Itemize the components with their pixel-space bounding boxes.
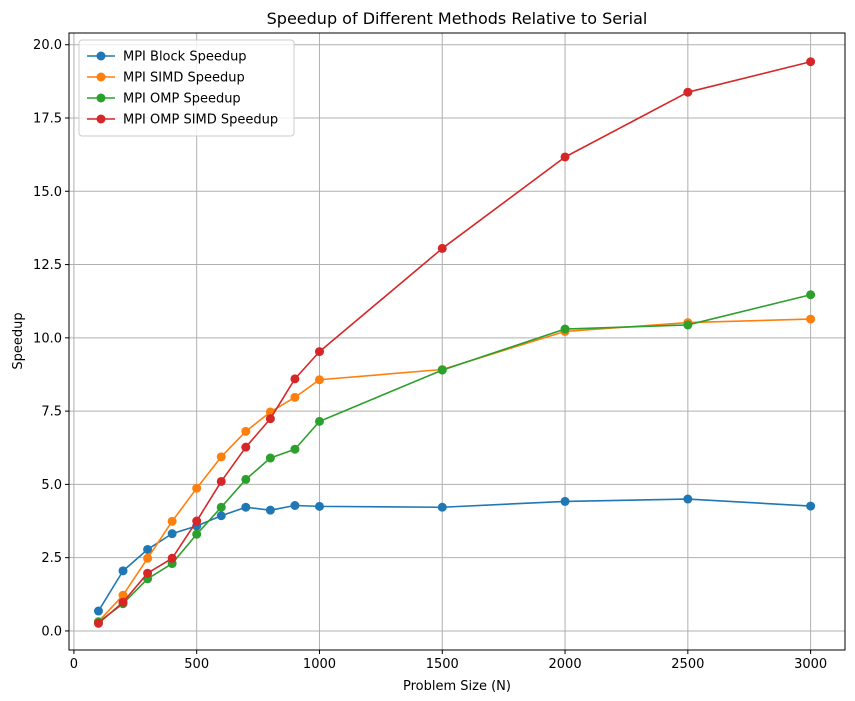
y-tick-label: 17.5 bbox=[33, 112, 62, 127]
data-point bbox=[241, 426, 251, 436]
data-point bbox=[241, 474, 251, 484]
y-tick-label: 20.0 bbox=[33, 38, 62, 53]
legend-entry: MPI OMP Speedup bbox=[87, 92, 241, 107]
data-point bbox=[265, 453, 275, 463]
data-point bbox=[806, 501, 816, 511]
series-line-mpi-simd-speedup bbox=[97, 318, 811, 623]
data-point bbox=[192, 516, 202, 526]
legend-entry: MPI SIMD Speedup bbox=[87, 71, 245, 86]
data-point bbox=[290, 392, 300, 402]
data-point bbox=[560, 152, 570, 162]
legend-label: MPI SIMD Speedup bbox=[123, 71, 245, 86]
data-point bbox=[683, 87, 693, 97]
legend: MPI Block Speedup MPI SIMD Speedup MPI OMP… bbox=[78, 39, 295, 137]
data-point bbox=[265, 414, 275, 424]
data-point bbox=[167, 553, 177, 563]
legend-swatch-marker bbox=[96, 93, 106, 103]
data-point bbox=[806, 290, 816, 300]
data-point bbox=[806, 57, 816, 67]
chart-title: Speedup of Different Methods Relative to… bbox=[267, 9, 648, 28]
data-point bbox=[192, 529, 202, 539]
grid-lines bbox=[69, 33, 845, 650]
y-tick-label: 0.0 bbox=[41, 624, 62, 639]
legend-label: MPI Block Speedup bbox=[123, 50, 247, 65]
data-point bbox=[216, 511, 226, 521]
y-tick-label: 2.5 bbox=[41, 551, 62, 566]
data-point bbox=[806, 314, 816, 324]
data-point bbox=[437, 502, 447, 512]
data-point bbox=[216, 502, 226, 512]
x-tick-label: 500 bbox=[184, 657, 209, 672]
data-point bbox=[192, 483, 202, 493]
data-point bbox=[560, 324, 570, 334]
data-point bbox=[314, 375, 324, 385]
data-point bbox=[118, 590, 128, 600]
x-tick-label: 2500 bbox=[671, 657, 704, 672]
data-point bbox=[118, 566, 128, 576]
data-point bbox=[143, 544, 153, 554]
data-point bbox=[437, 365, 447, 375]
data-point bbox=[93, 606, 103, 616]
data-point bbox=[143, 553, 153, 563]
legend-entry: MPI Block Speedup bbox=[87, 50, 247, 65]
data-point bbox=[314, 347, 324, 357]
y-tick-label: 5.0 bbox=[41, 478, 62, 493]
legend-entry: MPI OMP SIMD Speedup bbox=[87, 113, 278, 128]
y-tick-label: 15.0 bbox=[33, 185, 62, 200]
data-point bbox=[314, 416, 324, 426]
y-axis-label: Speedup bbox=[11, 312, 26, 369]
data-point bbox=[216, 476, 226, 486]
y-tick-label: 12.5 bbox=[33, 258, 62, 273]
x-tick-label: 0 bbox=[70, 657, 78, 672]
data-point bbox=[560, 496, 570, 506]
x-tick-label: 1500 bbox=[426, 657, 459, 672]
series-mpi-omp-simd-speedup bbox=[93, 57, 816, 628]
x-tick-label: 2000 bbox=[549, 657, 582, 672]
series-mpi-block-speedup bbox=[93, 494, 816, 616]
legend-swatch-marker bbox=[96, 114, 106, 124]
series-line-mpi-omp-speedup bbox=[97, 293, 811, 623]
data-point bbox=[241, 442, 251, 452]
data-point bbox=[683, 320, 693, 330]
data-point bbox=[216, 452, 226, 462]
data-point bbox=[290, 444, 300, 454]
legend-swatch-marker bbox=[96, 51, 106, 61]
data-point bbox=[265, 505, 275, 515]
data-point bbox=[118, 597, 128, 607]
data-point bbox=[241, 502, 251, 512]
legend-label: MPI OMP SIMD Speedup bbox=[123, 113, 278, 128]
data-point bbox=[290, 374, 300, 384]
axis-ticks: 0 500 1000 1500 2000 2500 3000 0.0 2.5 5.0 7.5 10.0… bbox=[33, 38, 827, 672]
data-point bbox=[314, 501, 324, 511]
data-series bbox=[93, 57, 816, 628]
data-point bbox=[437, 243, 447, 253]
data-point bbox=[290, 500, 300, 510]
data-point bbox=[167, 529, 177, 539]
data-point bbox=[167, 516, 177, 526]
plot-frame bbox=[68, 32, 846, 651]
series-line-mpi-block-speedup bbox=[97, 498, 811, 612]
x-tick-label: 1000 bbox=[303, 657, 336, 672]
y-tick-label: 10.0 bbox=[33, 331, 62, 346]
legend-swatch-marker bbox=[96, 72, 106, 82]
y-tick-label: 7.5 bbox=[41, 405, 62, 420]
data-point bbox=[93, 618, 103, 628]
data-point bbox=[683, 494, 693, 504]
series-line-mpi-omp-simd-speedup bbox=[97, 60, 811, 624]
x-tick-label: 3000 bbox=[794, 657, 827, 672]
data-point bbox=[143, 568, 153, 578]
legend-label: MPI OMP Speedup bbox=[123, 92, 241, 107]
legend-box bbox=[78, 39, 295, 137]
x-axis-label: Problem Size (N) bbox=[403, 679, 511, 694]
